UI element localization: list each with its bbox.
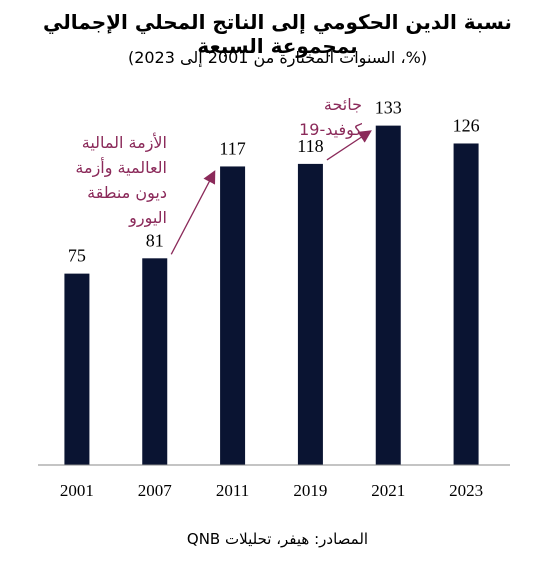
x-tick-2019: 2019 [293,481,327,500]
annotation-arrow-1 [326,130,372,161]
chart-subtitle: (%، السنوات المختارة من 2001 إلى 2023) [127,48,428,67]
bar-2001 [64,273,90,465]
bar-2007 [142,258,168,465]
annotation-line: العالمية وأزمة [75,158,167,177]
data-label-2007: 81 [146,230,164,250]
annotation-line: جائحة [323,95,362,114]
annotation-line: الأزمة المالية [81,133,167,152]
x-tick-2001: 2001 [60,481,94,500]
annotation-financial-crisis: الأزمة المالية العالمية وأزمة ديون منطقة ال… [37,130,167,230]
x-tick-2023: 2023 [449,481,483,500]
data-label-2019: 118 [297,136,323,156]
annotation-line: كوفيد-19 [299,120,362,139]
annotation-line: اليورو [129,208,167,227]
x-tick-2011: 2011 [216,481,249,500]
data-label-2001: 75 [68,246,86,266]
annotation-covid: جائحة كوفيد-19 [262,92,362,142]
bar-2023 [453,143,479,465]
bar-2011 [220,166,246,465]
data-label-2021: 133 [375,98,402,118]
data-label-2023: 126 [453,115,480,135]
bar-2021 [375,125,401,465]
annotation-line: ديون منطقة [87,183,167,202]
bar-2019 [297,163,323,465]
data-label-2011: 117 [219,138,245,158]
annotation-arrow-0 [170,170,216,255]
x-tick-2007: 2007 [138,481,173,500]
chart-source: المصادر: هيفر، تحليلات QNB [186,530,369,548]
x-tick-2021: 2021 [371,481,405,500]
chart-title: نسبة الدين الحكومي إلى الناتج المحلي الإ… [43,10,512,58]
